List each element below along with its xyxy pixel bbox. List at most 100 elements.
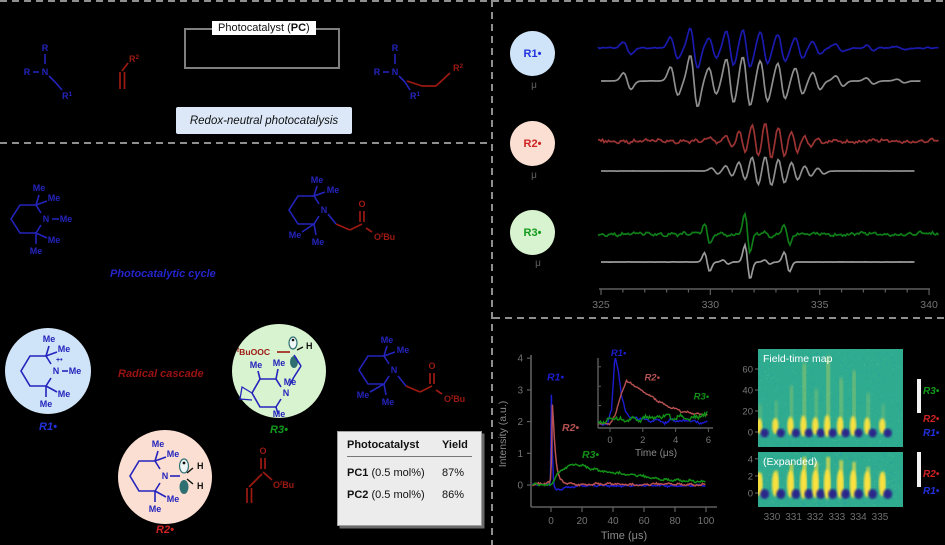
heatmap-x-tick-label: 331 xyxy=(785,512,802,523)
heatmap-y-tick-label: 20 xyxy=(742,407,753,418)
kin-inset-trace xyxy=(598,378,708,426)
radical-cascade-label: Radical cascade xyxy=(118,368,204,380)
radical-cation-symbol: +• xyxy=(56,357,63,364)
kin-inset-series-label: R1• xyxy=(611,348,627,359)
radical-r2-structure: N Me Me Me Me H H xyxy=(129,439,204,514)
radical-r1-label: R1• xyxy=(39,421,57,433)
radical-r3-structure: tBuOOC H N Me Me Me Me xyxy=(237,336,313,418)
epr-r3-badge: R3• xyxy=(510,210,555,255)
heatmap-features xyxy=(758,452,903,507)
heatmap-panel-title: (Expanded) xyxy=(763,456,817,468)
acrylate-structure: O OtBu xyxy=(246,446,294,503)
epr-tick-label: 335 xyxy=(811,299,829,311)
table-cell-catalyst: PC2 (0.5 mol%) xyxy=(347,489,425,501)
kin-y-tick-label: 4 xyxy=(517,354,523,365)
epr-r2-badge: R2• xyxy=(510,121,555,166)
field-time-map-plot: Field-time map 0 20 40 60 (Expanded) 0 2 4 330 331… xyxy=(742,349,903,523)
otbu-label: OtBu xyxy=(374,232,395,242)
methyl-label: Me xyxy=(58,344,71,354)
photocatalyst-structure: N Me Me Me Me Me xyxy=(10,183,73,256)
epr-trace-5 xyxy=(600,241,915,279)
divider-top xyxy=(0,0,945,2)
epr-r1-badge: R1• xyxy=(510,31,555,76)
r-group-label: R xyxy=(24,67,31,77)
product-structure: R R N R1 R2 xyxy=(374,43,464,101)
radical-r3-label: R3• xyxy=(270,424,288,436)
kin-series-label: R2• xyxy=(562,422,579,434)
photocatalyst-label-bold: PC xyxy=(290,22,307,34)
radical-r2-circle: N Me Me Me Me H H xyxy=(118,430,212,524)
radical-r1-structure: +• N Me Me Me Me Me xyxy=(20,334,81,409)
heatmap-y-tick-label: 40 xyxy=(742,386,753,397)
kin-inset-trace xyxy=(597,411,708,425)
methyl-label: Me xyxy=(33,183,46,193)
r1-substituent-label: R1 xyxy=(410,91,421,101)
methyl-label: Me xyxy=(30,246,43,256)
redox-neutral-caption-text: Redox-neutral photocatalysis xyxy=(189,114,339,127)
epr-trace-2 xyxy=(598,123,939,159)
nitrogen-label: N xyxy=(391,365,398,375)
kin-y-label: Intensity (a.u.) xyxy=(497,401,509,468)
epr-r1-sim-label: μ xyxy=(531,80,537,91)
orbital-upper-lobe xyxy=(178,458,190,474)
table-cell-yield: 87% xyxy=(442,467,465,479)
epr-trace-4 xyxy=(597,211,940,255)
kin-trace xyxy=(532,394,706,491)
map-window-bar-full xyxy=(917,379,921,413)
kin-x-tick-label: 80 xyxy=(669,516,681,527)
otbu-label: OtBu xyxy=(273,480,294,490)
photocatalyst-box-label: Photocatalyst (PC) xyxy=(212,21,316,35)
epr-r3-sim-label: μ xyxy=(535,258,541,269)
radical-dot xyxy=(291,338,295,342)
kin-inset-x-tick-label: 6 xyxy=(706,435,711,446)
nitrogen-label: N xyxy=(162,471,169,481)
nitrogen-label: N xyxy=(43,214,50,224)
kin-y-tick-label: 1 xyxy=(517,449,523,460)
map-window-r2-label: R2• xyxy=(923,414,940,425)
kin-inset-series-label: R3• xyxy=(694,391,710,402)
kin-series-label: R3• xyxy=(582,449,599,461)
hydrogen-label: H xyxy=(197,461,204,471)
kin-inset-series-label: R2• xyxy=(644,372,660,383)
heatmap-y-tick-label: 60 xyxy=(742,365,753,376)
radical-r3-circle: tBuOOC H N Me Me Me Me xyxy=(232,324,326,418)
hydrogen-label: H xyxy=(197,481,204,491)
divider-vertical xyxy=(491,0,493,545)
table-header-photocatalyst: Photocatalyst xyxy=(347,439,420,451)
methyl-label: Me xyxy=(60,214,73,224)
yield-table-header: Photocatalyst Yield xyxy=(347,439,472,457)
epr-spectra-plot: 325 330 335 340 xyxy=(592,27,940,311)
r1-substituent-label: R1 xyxy=(62,91,73,101)
methyl-label: Me xyxy=(167,449,180,459)
nitrogen-label: N xyxy=(321,205,328,215)
table-row: PC1 (0.5 mol%) 87% xyxy=(347,457,472,479)
nitrogen-label: N xyxy=(42,67,49,77)
tbuooc-label: tBuOOC xyxy=(237,347,270,357)
nitrogen-label: N xyxy=(53,366,60,376)
methyl-label: Me xyxy=(273,358,286,368)
kin-y-tick-label: 0 xyxy=(517,481,523,492)
methyl-label: Me xyxy=(58,389,71,399)
methyl-label: Me xyxy=(43,334,56,344)
kin-x-tick-label: 0 xyxy=(548,516,554,527)
epr-tick-label: 330 xyxy=(702,299,720,311)
heatmap-y-tick-label: 0 xyxy=(748,428,753,439)
table-row: PC2 (0.5 mol%) 86% xyxy=(347,479,472,501)
adduct-ester-structure: N Me Me Me Me O OtBu xyxy=(357,335,465,407)
radical-r1-circle: +• N Me Me Me Me Me xyxy=(5,328,91,414)
yield-table: Photocatalyst Yield PC1 (0.5 mol%) 87% P… xyxy=(337,431,482,526)
kin-inset-x-tick-label: 0 xyxy=(607,435,612,446)
r2-substituent-label: R2 xyxy=(453,63,464,73)
kin-trace xyxy=(532,404,706,487)
kin-x-tick-label: 60 xyxy=(638,516,650,527)
methyl-label: Me xyxy=(48,193,61,203)
methyl-label: Me xyxy=(48,235,61,245)
map-window-r3-label: R3• xyxy=(923,386,940,397)
kin-y-tick-label: 2 xyxy=(517,417,523,428)
epr-r2-sim-label: μ xyxy=(531,170,537,181)
kin-x-label: Time (μs) xyxy=(601,530,647,542)
methyl-label: Me xyxy=(381,335,394,345)
epr-trace-1 xyxy=(601,55,921,108)
r-group-label: R xyxy=(42,43,49,53)
kin-y-tick-label: 3 xyxy=(517,385,523,396)
